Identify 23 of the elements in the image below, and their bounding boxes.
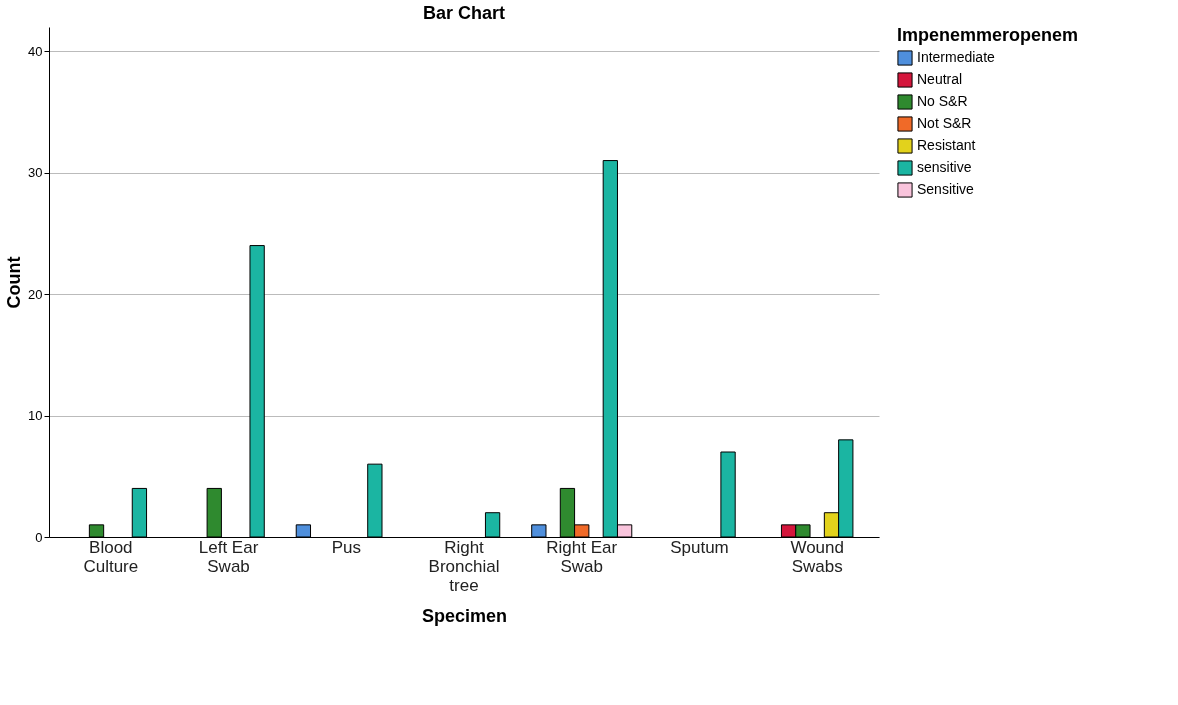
- legend-label: sensitive: [917, 159, 972, 175]
- y-tick-label: 0: [35, 529, 43, 545]
- legend-label: Not S&R: [917, 115, 972, 131]
- y-tick-label: 40: [28, 43, 43, 59]
- chart-title: Bar Chart: [422, 3, 506, 23]
- x-tick-label: Blood Culture: [83, 537, 139, 576]
- x-tick-label: Left Ear Swab: [198, 537, 259, 576]
- x-tick-label: Right Ear Swab: [546, 537, 618, 576]
- x-tick-label: Wound Swabs: [790, 537, 844, 576]
- y-tick-label: 30: [28, 165, 43, 181]
- x-tick-label: Right Bronchial tree: [428, 537, 500, 595]
- legend-label: Resistant: [917, 137, 976, 153]
- legend-label: Intermediate: [917, 49, 996, 65]
- y-axis-title: Count: [4, 256, 25, 309]
- legend-title: Impenemmeropenem: [897, 25, 1079, 45]
- legend-label: No S&R: [917, 93, 968, 109]
- x-tick-label: Pus: [331, 537, 361, 557]
- legend-label: Sensitive: [917, 181, 975, 197]
- legend-label: Neutral: [917, 71, 963, 87]
- x-tick-label: Sputum: [670, 537, 729, 557]
- x-axis-title: Specimen: [421, 605, 508, 626]
- y-tick-label: 20: [28, 286, 43, 302]
- y-tick-label: 10: [28, 408, 43, 424]
